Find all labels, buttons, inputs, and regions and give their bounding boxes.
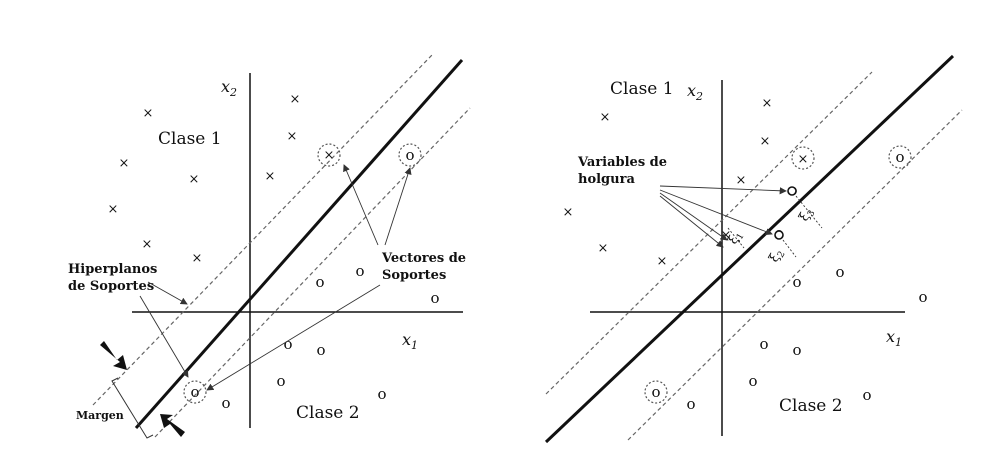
right-xi3-label: ξ3 — [796, 205, 817, 225]
left-margin-label: Margen — [76, 409, 124, 422]
right-slack-arrow — [659, 189, 773, 236]
left-cross-point: × — [142, 237, 153, 252]
right-circle-point: o — [792, 273, 801, 291]
right-circle-point: o — [918, 288, 927, 306]
left-support-hyperplane-upper — [92, 54, 433, 406]
left-class1-label: Clase 1 — [158, 129, 222, 149]
right-slack-label: Variables de holgura — [577, 155, 672, 187]
left-margin-arrow-upper — [100, 341, 127, 370]
left-x2-label: x2 — [221, 77, 237, 99]
left-margin-arrow-lower — [160, 414, 185, 437]
left-support-vector-ring — [398, 143, 422, 167]
left-hyperplanes-arrow — [147, 281, 188, 305]
right-slack-point — [787, 186, 797, 196]
left-circle-point: o — [283, 335, 292, 353]
right-separating-hyperplane — [544, 54, 955, 444]
right-support-vector-ring — [888, 145, 912, 169]
left-cross-point: × — [189, 172, 200, 187]
right-cross-point: × — [736, 173, 747, 188]
right-support-hyperplane-lower — [627, 109, 963, 441]
right-circle-point: o — [759, 335, 768, 353]
left-cross-point: × — [290, 92, 301, 107]
left-circle-point: o — [316, 341, 325, 359]
right-circle-point: o — [862, 386, 871, 404]
left-cross-point: × — [324, 148, 335, 163]
left-margin-bracket — [111, 377, 154, 439]
right-cross-point: × — [762, 96, 773, 111]
left-support-vectors-label: Vectores de Soportes — [381, 251, 471, 283]
left-x1-label: x1 — [402, 330, 418, 352]
left-cross-point: × — [287, 129, 298, 144]
right-slack-arrow — [659, 185, 787, 195]
right-slack-arrow — [659, 192, 728, 241]
right-x1-label: x1 — [886, 327, 902, 349]
right-cross-point: × — [600, 110, 611, 125]
left-support-vectors-arrow — [206, 284, 381, 391]
left-cross-point: × — [119, 156, 130, 171]
left-circle-point: o — [221, 394, 230, 412]
right-support-vector-ring — [791, 146, 815, 170]
right-support-hyperplane-upper — [545, 71, 873, 395]
left-cross-point: × — [192, 251, 203, 266]
right-slack-point — [774, 230, 784, 240]
right-slack-arrow — [659, 195, 724, 248]
left-class2-points: o o o o o o o o o o — [190, 146, 439, 412]
right-circle-point: o — [686, 395, 695, 413]
left-support-vectors-arrow — [343, 164, 379, 246]
right-circle-point: o — [895, 148, 904, 166]
left-circle-point: o — [276, 372, 285, 390]
right-cross-point: × — [798, 152, 809, 167]
right-xi2-distance — [782, 239, 797, 258]
left-hyperplanes-arrow — [139, 295, 189, 378]
left-circle-point: o — [190, 383, 199, 401]
right-class2-label: Clase 2 — [779, 396, 843, 416]
right-circle-point: o — [651, 383, 660, 401]
left-circle-point: o — [430, 289, 439, 307]
left-circle-point: o — [315, 273, 324, 291]
left-separating-hyperplane — [134, 59, 464, 429]
left-panel: x2 x1 Clase 1 Clase 2 × × × × × × × × × … — [68, 54, 471, 439]
right-panel: x2 x1 Clase 1 Clase 2 × × × × × × × × × … — [544, 54, 963, 444]
right-circle-point: o — [792, 341, 801, 359]
right-cross-point: × — [598, 241, 609, 256]
right-cross-point: × — [657, 254, 668, 269]
right-circle-point: o — [748, 372, 757, 390]
left-circle-point: o — [405, 146, 414, 164]
right-support-vector-ring — [644, 380, 668, 404]
left-support-vector-ring — [317, 143, 341, 167]
left-support-vectors-arrow — [384, 167, 412, 246]
right-cross-point: × — [760, 134, 771, 149]
right-class1-label: Clase 1 — [610, 79, 674, 99]
left-class2-label: Clase 2 — [296, 403, 360, 423]
left-cross-point: × — [108, 202, 119, 217]
left-cross-point: × — [143, 106, 154, 121]
right-xi3-distance — [795, 195, 823, 229]
left-circle-point: o — [355, 262, 364, 280]
left-cross-point: × — [265, 169, 276, 184]
right-xi2-label: ξ2 — [766, 246, 787, 266]
left-class1-points: × × × × × × × × × × — [108, 92, 335, 266]
right-cross-point: × — [563, 205, 574, 220]
left-circle-point: o — [377, 385, 386, 403]
right-x2-label: x2 — [687, 81, 703, 103]
left-support-vector-ring — [183, 380, 207, 404]
right-circle-point: o — [835, 263, 844, 281]
left-support-hyperplanes-label: Hiperplanos de Soportes — [68, 262, 162, 294]
right-xi1-distance — [727, 227, 745, 249]
